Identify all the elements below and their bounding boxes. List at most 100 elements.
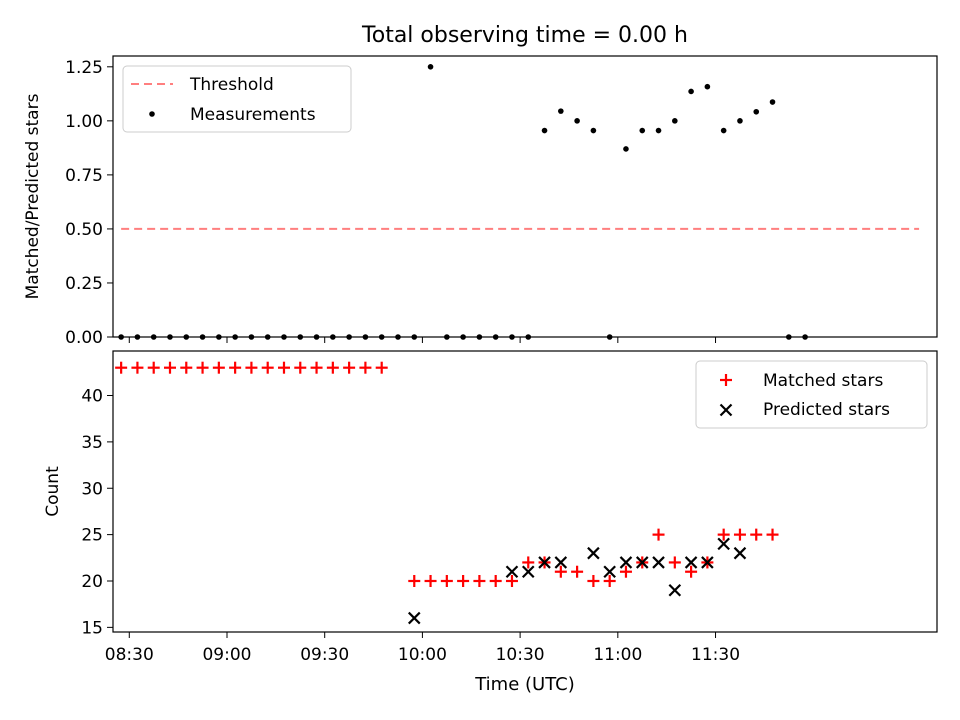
matched-star-marker: [180, 361, 193, 374]
y-tick-label: 15: [81, 618, 103, 638]
x-tick-label: 09:30: [300, 645, 349, 665]
legend-matched-label: Matched stars: [763, 371, 883, 391]
matched-star-marker: [603, 574, 616, 587]
predicted-star-marker: [717, 537, 730, 551]
matched-star-marker: [310, 361, 323, 374]
measurement-point: [623, 146, 629, 152]
predicted-star-marker: [733, 546, 747, 560]
matched-star-marker: [245, 361, 258, 374]
predicted-star-marker: [554, 556, 568, 569]
matched-star-marker: [619, 565, 632, 578]
predicted-star-marker: [652, 556, 665, 569]
x-axis-label: Time (UTC): [474, 674, 575, 695]
y-tick-label: 20: [81, 572, 103, 592]
legend: Threshold Measurements: [122, 65, 352, 133]
y-tick-label: 0.00: [65, 328, 103, 348]
y-axis-label: Count: [43, 466, 63, 517]
matched-star-marker: [229, 361, 242, 374]
matched-star-marker: [359, 361, 372, 374]
bottom-panel: 15 20 25 30 35 40 08:30 09:00 09:30 10:00 10:30 11:…: [43, 350, 938, 665]
predicted-star-marker: [505, 565, 519, 578]
y-tick-label: 25: [81, 526, 103, 546]
predicted-star-marker: [701, 556, 714, 569]
y-tick-label: 1.00: [65, 112, 103, 132]
matched-star-marker: [163, 361, 176, 374]
matched-star-marker: [424, 574, 437, 587]
legend-measurement-swatch: [149, 111, 155, 117]
matched-star-marker: [457, 574, 470, 587]
matched-star-marker: [196, 361, 209, 374]
predicted-star-marker: [668, 583, 682, 597]
matched-star-marker: [473, 574, 486, 587]
measurement-point: [574, 118, 580, 124]
y-tick-label: 40: [81, 387, 103, 407]
legend: Matched stars Predicted stars: [695, 360, 928, 429]
matched-star-marker: [733, 528, 746, 541]
measurement-point: [541, 127, 548, 134]
y-tick-label: 35: [81, 433, 103, 453]
y-tick-label: 1.25: [65, 58, 103, 78]
measurement-point: [737, 118, 743, 124]
chart-title: Total observing time = 0.00 h: [361, 23, 688, 48]
measurement-point: [427, 64, 434, 70]
y-tick-label: 0.25: [65, 274, 103, 294]
matched-star-marker: [343, 361, 356, 374]
matched-star-marker: [440, 574, 453, 587]
y-axis-label: Matched/Predicted stars: [23, 93, 43, 299]
y-tick-label: 0.50: [65, 220, 103, 240]
matched-star-marker: [131, 361, 144, 374]
predicted-star-marker: [538, 556, 551, 569]
measurement-point: [639, 127, 646, 134]
y-tick-label: 0.75: [65, 166, 103, 186]
predicted-star-marker: [635, 556, 649, 569]
measurement-point: [720, 127, 727, 134]
x-tick-label: 11:30: [691, 645, 740, 665]
predicted-star-marker: [521, 565, 535, 578]
matched-star-marker: [261, 361, 274, 374]
matched-star-marker: [652, 528, 665, 541]
legend-predicted-label: Predicted stars: [763, 400, 890, 420]
matched-star-marker: [294, 361, 307, 374]
matched-star-marker: [277, 361, 290, 374]
legend-threshold-label: Threshold: [189, 75, 274, 95]
predicted-star-marker: [603, 565, 616, 578]
matched-star-marker: [571, 565, 584, 578]
predicted-star-marker: [619, 556, 633, 569]
measurement-point: [753, 108, 760, 115]
x-tick-label: 10:00: [398, 645, 447, 665]
matched-star-marker: [554, 565, 567, 578]
matched-star-marker: [505, 574, 518, 587]
matched-star-marker: [668, 556, 681, 569]
x-tick-label: 08:30: [105, 645, 154, 665]
x-tick-label: 11:00: [593, 645, 642, 665]
plot-frame: [112, 350, 938, 633]
x-tick-label: 10:30: [496, 645, 545, 665]
plot-frame: [112, 55, 938, 338]
top-panel: 0.00 0.25 0.50 0.75 1.00 1.25 Matched/Predicte…: [23, 55, 938, 348]
predicted-star-marker: [587, 546, 600, 560]
matched-star-marker: [685, 565, 698, 578]
legend-box: [122, 65, 352, 133]
matched-star-marker: [766, 528, 779, 541]
y-tick-label: 30: [81, 479, 103, 499]
matched-star-marker: [115, 361, 128, 374]
predicted-star-marker: [684, 556, 698, 569]
measurement-point: [688, 88, 694, 95]
measurement-point: [769, 99, 776, 105]
matched-star-marker: [147, 361, 160, 374]
x-tick-label: 09:00: [202, 645, 251, 665]
measurement-point: [655, 127, 662, 134]
predicted-star-marker: [407, 611, 421, 625]
matched-star-marker: [750, 528, 763, 541]
legend-box: [695, 360, 928, 429]
matched-star-marker: [212, 361, 225, 374]
measurement-point: [704, 83, 711, 90]
matched-star-marker: [489, 574, 502, 587]
measurement-point: [672, 118, 678, 124]
matched-star-marker: [375, 361, 388, 374]
measurement-point: [590, 127, 597, 134]
legend-predicted-swatch: [719, 403, 733, 417]
legend-measurement-label: Measurements: [190, 105, 316, 125]
matched-star-marker: [587, 574, 600, 587]
